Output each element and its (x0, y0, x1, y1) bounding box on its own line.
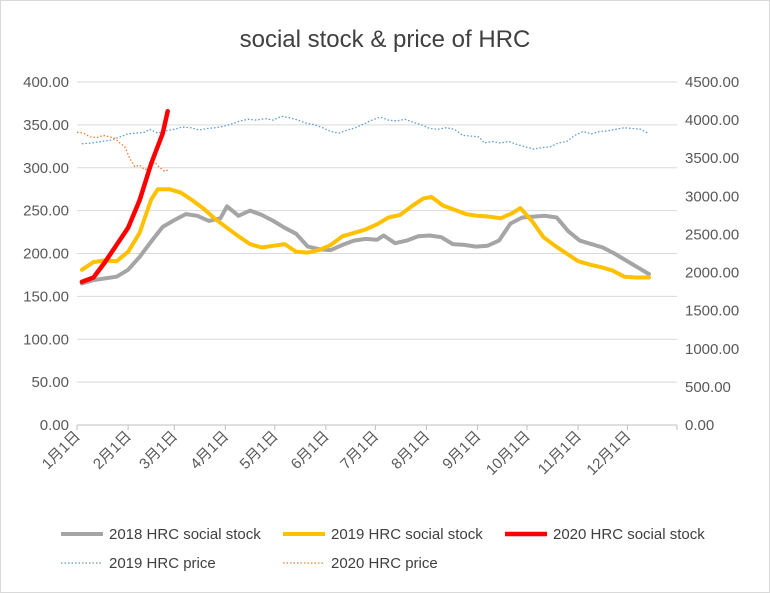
legend-item: 2019 HRC social stock (283, 526, 483, 543)
y-left-tick-label: 150.00 (23, 288, 69, 305)
y-left-tick-label: 350.00 (23, 117, 69, 134)
y-left-tick-label: 200.00 (23, 246, 69, 263)
y-left-tick-label: 300.00 (23, 160, 69, 177)
y-right-tick-label: 3000.00 (685, 188, 739, 205)
y-right-tick-label: 0.00 (685, 417, 714, 434)
legend-label: 2019 HRC social stock (331, 526, 483, 543)
y-right-tick-label: 4000.00 (685, 112, 739, 129)
x-tick-label: 6月1日 (288, 428, 333, 473)
x-tick-label: 2月1日 (90, 428, 135, 473)
x-tick-label: 5月1日 (237, 428, 282, 473)
series-lines (76, 108, 651, 286)
chart-title: social stock & price of HRC (240, 26, 531, 53)
x-tick-label: 9月1日 (439, 428, 484, 473)
y-right-tick-label: 500.00 (685, 379, 731, 396)
x-tick-label: 3月1日 (136, 428, 181, 473)
y-left-tick-label: 0.00 (40, 417, 69, 434)
y-left-tick-label: 250.00 (23, 203, 69, 220)
x-tick-label: 4月1日 (187, 428, 232, 473)
legend-label: 2018 HRC social stock (109, 526, 261, 543)
series-line-2019-hrc-social-stock (79, 187, 651, 280)
legend: 2018 HRC social stock 2019 HRC social sto… (61, 526, 705, 572)
y-right-tick-label: 4500.00 (685, 74, 739, 91)
y-left-tick-label: 400.00 (23, 74, 69, 91)
legend-label: 2020 HRC social stock (553, 526, 705, 543)
y-right-tick-label: 1000.00 (685, 341, 739, 358)
legend-label: 2019 HRC price (109, 555, 216, 572)
x-tick-label: 12月1日 (583, 428, 634, 479)
series-line-2019-hrc-price (81, 115, 650, 150)
x-tick-label: 11月1日 (535, 428, 585, 478)
series-line-2020-hrc-social-stock (79, 108, 170, 285)
legend-item: 2018 HRC social stock (61, 526, 261, 543)
y-right-tick-label: 1500.00 (685, 303, 739, 320)
y-right-tick-label: 2000.00 (685, 265, 739, 282)
y-left-tick-label: 50.00 (31, 374, 69, 391)
y-right-tick-label: 3500.00 (685, 150, 739, 167)
legend-item: 2020 HRC price (283, 555, 438, 572)
series-line-2018-hrc-social-stock (79, 204, 651, 286)
x-tick-label: 1月1日 (39, 428, 84, 473)
x-tick-label: 7月1日 (337, 428, 382, 473)
x-tick-label: 8月1日 (388, 428, 433, 473)
y-right-tick-label: 2500.00 (685, 226, 739, 243)
legend-item: 2020 HRC social stock (505, 526, 705, 543)
legend-item: 2019 HRC price (61, 555, 216, 572)
y-left-tick-label: 100.00 (23, 331, 69, 348)
legend-label: 2020 HRC price (331, 555, 438, 572)
gridlines (77, 81, 677, 383)
x-tick-label: 10月1日 (483, 428, 534, 479)
